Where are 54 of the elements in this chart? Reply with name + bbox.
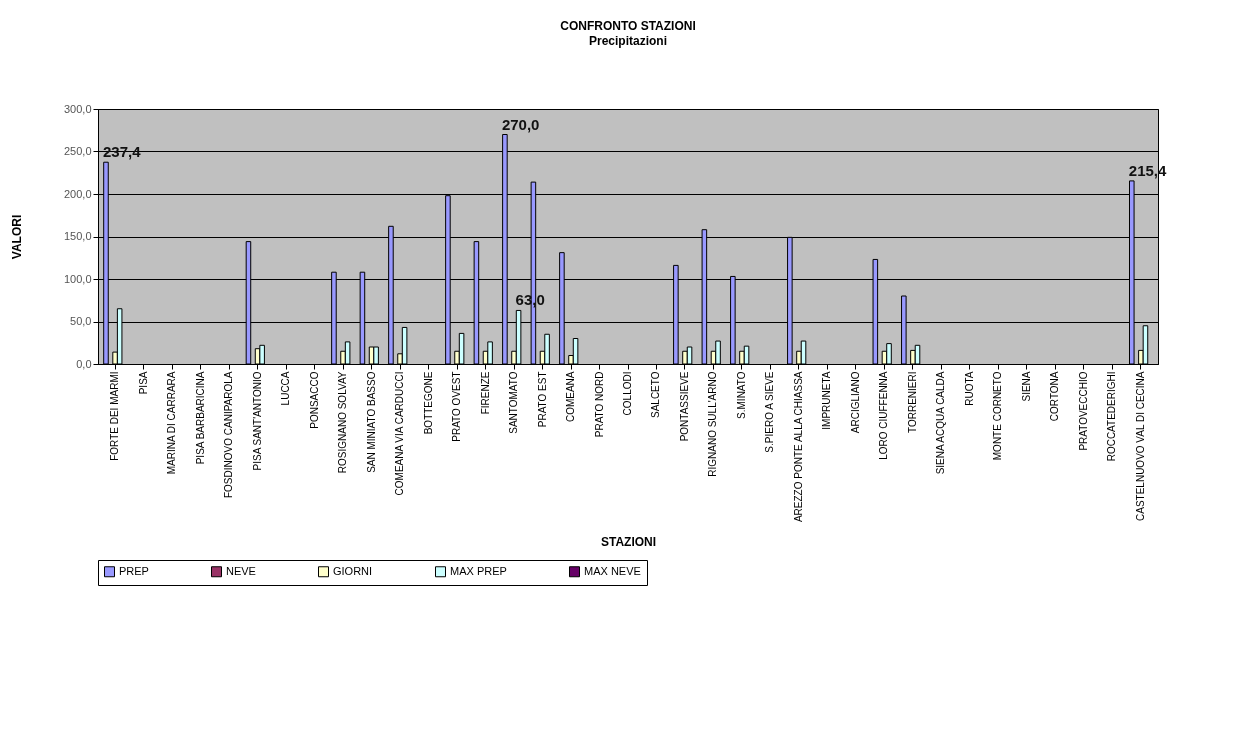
- y-tick-label: 300,0: [63, 102, 92, 115]
- legend-label: NEVE: [226, 564, 256, 577]
- y-tick-label: 50,0: [70, 315, 92, 327]
- x-tick-label: MONTE CORNETO: [992, 371, 1004, 461]
- x-tick-label: ARCIGLIANO: [849, 371, 861, 434]
- x-tick-label: COMEANA: [565, 371, 577, 423]
- x-tick-label: SALCETO: [650, 371, 662, 418]
- legend-label: GIORNI: [333, 564, 373, 577]
- x-tick-label: PRATOVECCHIO: [1077, 371, 1089, 451]
- x-tick-label: FORTE DEI MARMI: [109, 371, 121, 461]
- x-tick-label: SIENA ACQUA CALDA: [935, 371, 947, 475]
- x-tick-label: CASTELNUOVO VAL DI CECINA: [1134, 371, 1146, 521]
- x-tick-label: RUOTA: [963, 371, 975, 406]
- x-tick-label: PRATO NORD: [593, 371, 605, 438]
- x-tick-label: CORTONA: [1049, 371, 1061, 422]
- legend-label: MAX PREP: [450, 564, 507, 577]
- x-tick-label: ROCCATEDERIGHI: [1106, 371, 1118, 462]
- x-tick-label: FOSDINOVO CANIPAROLA: [223, 371, 235, 499]
- x-tick-label: SANTOMATO: [508, 371, 520, 434]
- y-tick-label: 0,0: [76, 357, 92, 370]
- x-tick-label: AREZZO PONTE ALLA CHIASSA: [792, 371, 804, 523]
- x-tick-label: IMPRUNETA: [821, 371, 833, 430]
- x-tick-label: RIGNANO SULL'ARNO: [707, 371, 719, 477]
- x-tick-label: COMEANA VIA CARDUCCI: [394, 371, 406, 496]
- x-tick-label: LUCCA: [280, 371, 292, 406]
- x-tick-label: SIENA: [1020, 371, 1032, 402]
- x-tick-label: PISA SANT'ANTONIO: [251, 371, 263, 471]
- x-tick-label: S.MINATO: [735, 371, 747, 419]
- x-tick-label: PRATO EST: [536, 371, 548, 428]
- x-tick-label: TORRENIERI: [906, 371, 918, 433]
- y-tick-label: 250,0: [63, 145, 92, 157]
- y-tick-label: 200,0: [63, 187, 92, 200]
- legend-label: PREP: [119, 564, 149, 577]
- chart-subtitle: Precipitazioni: [588, 34, 668, 48]
- x-tick-label: LORO CIUFFENNA: [878, 371, 890, 460]
- x-axis-title: STAZIONI: [600, 535, 657, 550]
- x-tick-label: FIRENZE: [479, 371, 491, 415]
- x-tick-label: PISA: [137, 371, 149, 395]
- data-label: 270,0: [501, 115, 540, 133]
- x-tick-label: PISA BARBARICINA: [194, 371, 206, 465]
- y-tick-label: 100,0: [63, 272, 92, 285]
- x-tick-label: MARINA DI CARRARA: [166, 371, 178, 475]
- x-tick-label: ROSIGNANO SOLVAY: [337, 371, 349, 474]
- y-tick-label: 150,0: [63, 230, 92, 242]
- x-tick-label: BOTTEGONE: [422, 371, 434, 435]
- chart-title: CONFRONTO STAZIONI: [560, 19, 696, 33]
- legend-label: MAX NEVE: [584, 564, 641, 577]
- x-tick-label: COLLODI: [622, 371, 633, 416]
- x-tick-label: PONTASSIEVE: [678, 371, 690, 442]
- x-tick-label: SAN MINIATO BASSO: [365, 371, 377, 473]
- x-tick-label: PRATO OVEST: [451, 371, 463, 442]
- x-tick-label: S.PIERO A SIEVE: [764, 371, 776, 453]
- y-axis-title: VALORI: [9, 214, 24, 260]
- x-tick-label: PONSACCO: [308, 371, 320, 429]
